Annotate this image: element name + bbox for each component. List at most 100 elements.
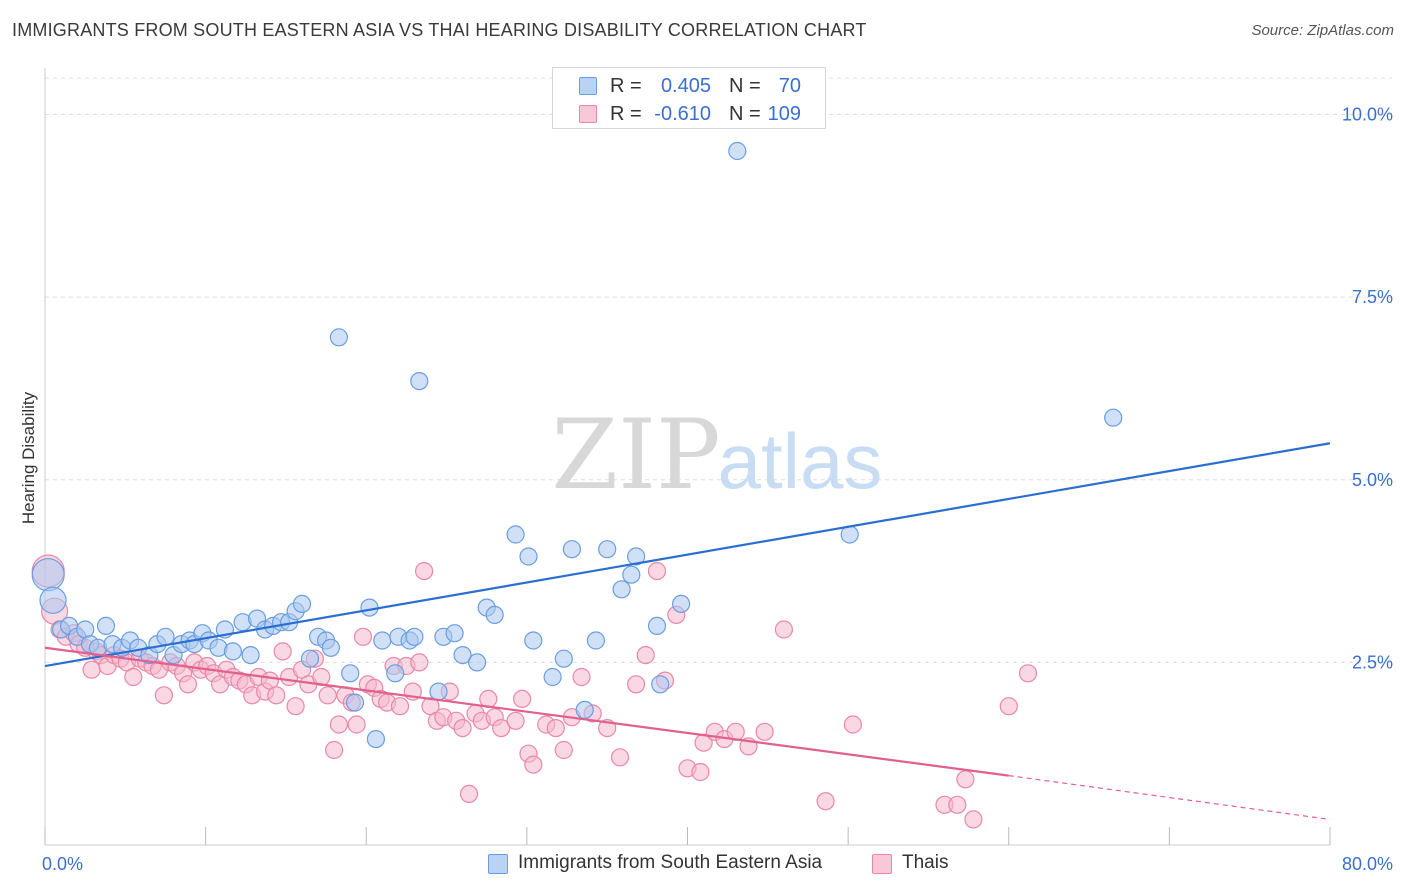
chart-title: IMMIGRANTS FROM SOUTH EASTERN ASIA VS TH…	[12, 20, 867, 40]
immigrants-point	[468, 653, 487, 672]
immigrants-point	[651, 675, 670, 694]
y-tick-label: 2.5%	[1352, 652, 1393, 672]
n-label: N =	[729, 75, 761, 97]
stats-legend-row-blue: R = 0.405 N = 70	[553, 72, 825, 100]
immigrants-point	[96, 616, 116, 636]
chart-source: Source: ZipAtlas.com	[1251, 22, 1394, 39]
legend-label: Thais	[902, 852, 949, 873]
stats-legend: R = 0.405 N = 70 R = -0.610 N = 109	[552, 67, 826, 129]
immigrants-point	[485, 605, 504, 625]
immigrants-point	[373, 631, 392, 650]
immigrants-point	[622, 565, 641, 584]
immigrants-point	[329, 328, 348, 347]
thais-point	[636, 645, 655, 665]
thais-point	[546, 718, 565, 738]
thais-point	[154, 686, 173, 705]
thais-point	[948, 795, 967, 814]
thais-point	[956, 770, 975, 789]
immigrants-point	[223, 642, 242, 661]
thais-point	[353, 627, 373, 646]
immigrants-point	[31, 558, 65, 592]
thais-point	[325, 740, 344, 760]
thais-point	[453, 718, 472, 738]
immigrants-point	[300, 649, 320, 668]
blue-swatch	[579, 77, 597, 95]
immigrants-point	[626, 547, 646, 566]
immigrants-point	[671, 594, 691, 614]
immigrants-point	[366, 729, 385, 749]
watermark-atlas: atlas	[718, 417, 883, 505]
thais-point	[178, 675, 198, 694]
immigrants-point	[453, 645, 472, 665]
immigrants-point	[562, 540, 582, 559]
immigrants-point	[429, 682, 448, 701]
thais-point	[755, 722, 774, 741]
thais-point	[626, 675, 646, 694]
immigrants-point	[506, 525, 525, 544]
thais-points	[31, 554, 1038, 829]
thais-point	[610, 748, 630, 767]
blue-swatch	[488, 854, 508, 874]
axis-layer: 2.5% 5.0% 7.5% 10.0% 0.0% 80.0%	[42, 68, 1393, 874]
thais-point	[124, 667, 143, 687]
thais-trend-line	[44, 646, 1009, 777]
thais-point	[415, 561, 434, 581]
r-label: R =	[610, 75, 642, 97]
immigrants-points	[31, 141, 1123, 749]
thais-point	[691, 762, 710, 782]
thais-trend-extension	[1008, 775, 1331, 821]
r-value: -0.610	[654, 103, 711, 125]
immigrants-point	[598, 540, 617, 559]
thais-point	[390, 697, 410, 716]
y-tick-label: 7.5%	[1352, 287, 1393, 307]
thais-point	[318, 686, 337, 705]
immigrants-point	[405, 627, 424, 646]
n-value: 70	[778, 75, 801, 97]
thais-point	[273, 642, 292, 661]
legend-label: Immigrants from South Eastern Asia	[518, 852, 823, 873]
immigrants-point	[728, 141, 747, 161]
immigrants-point	[524, 631, 543, 650]
immigrants-point	[612, 580, 631, 599]
immigrants-point	[341, 664, 360, 683]
immigrants-point	[292, 594, 312, 614]
immigrants-point	[321, 638, 340, 657]
thais-point	[347, 715, 366, 734]
thais-point	[512, 689, 532, 709]
stats-legend-row-pink: R = -0.610 N = 109	[553, 100, 825, 128]
thais-point	[524, 755, 543, 774]
y-tick-label: 5.0%	[1352, 470, 1393, 490]
immigrants-trend-line	[44, 442, 1331, 668]
thais-point	[492, 718, 511, 738]
thais-point	[999, 697, 1018, 716]
immigrants-point	[386, 664, 405, 683]
immigrants-point	[445, 624, 464, 643]
thais-point	[816, 792, 835, 811]
thais-point	[329, 715, 348, 734]
immigrants-point	[586, 631, 606, 650]
thais-point	[774, 620, 794, 639]
immigrants-point	[345, 693, 365, 712]
grid-layer	[45, 77, 1392, 663]
thais-point	[964, 810, 983, 829]
immigrants-point	[360, 598, 379, 617]
thais-point	[82, 660, 101, 679]
pink-swatch	[579, 105, 597, 123]
thais-point	[410, 653, 429, 672]
immigrants-point	[647, 616, 667, 636]
immigrants-point	[410, 372, 429, 391]
y-axis-label: Hearing Disability	[19, 391, 38, 524]
immigrants-point	[1104, 408, 1123, 427]
thais-point	[286, 697, 305, 716]
n-value: 109	[767, 103, 801, 125]
immigrants-point	[156, 627, 175, 646]
r-value: 0.405	[660, 75, 711, 97]
trend-lines	[44, 442, 1331, 821]
immigrants-point	[519, 547, 538, 566]
watermark-zip: ZIP	[551, 399, 720, 511]
series-legend: Immigrants from South Eastern Asia Thais	[0, 852, 1406, 878]
x-tick-label-min: 0.0%	[42, 854, 83, 874]
thais-point	[1018, 664, 1038, 683]
immigrants-point	[39, 586, 67, 614]
